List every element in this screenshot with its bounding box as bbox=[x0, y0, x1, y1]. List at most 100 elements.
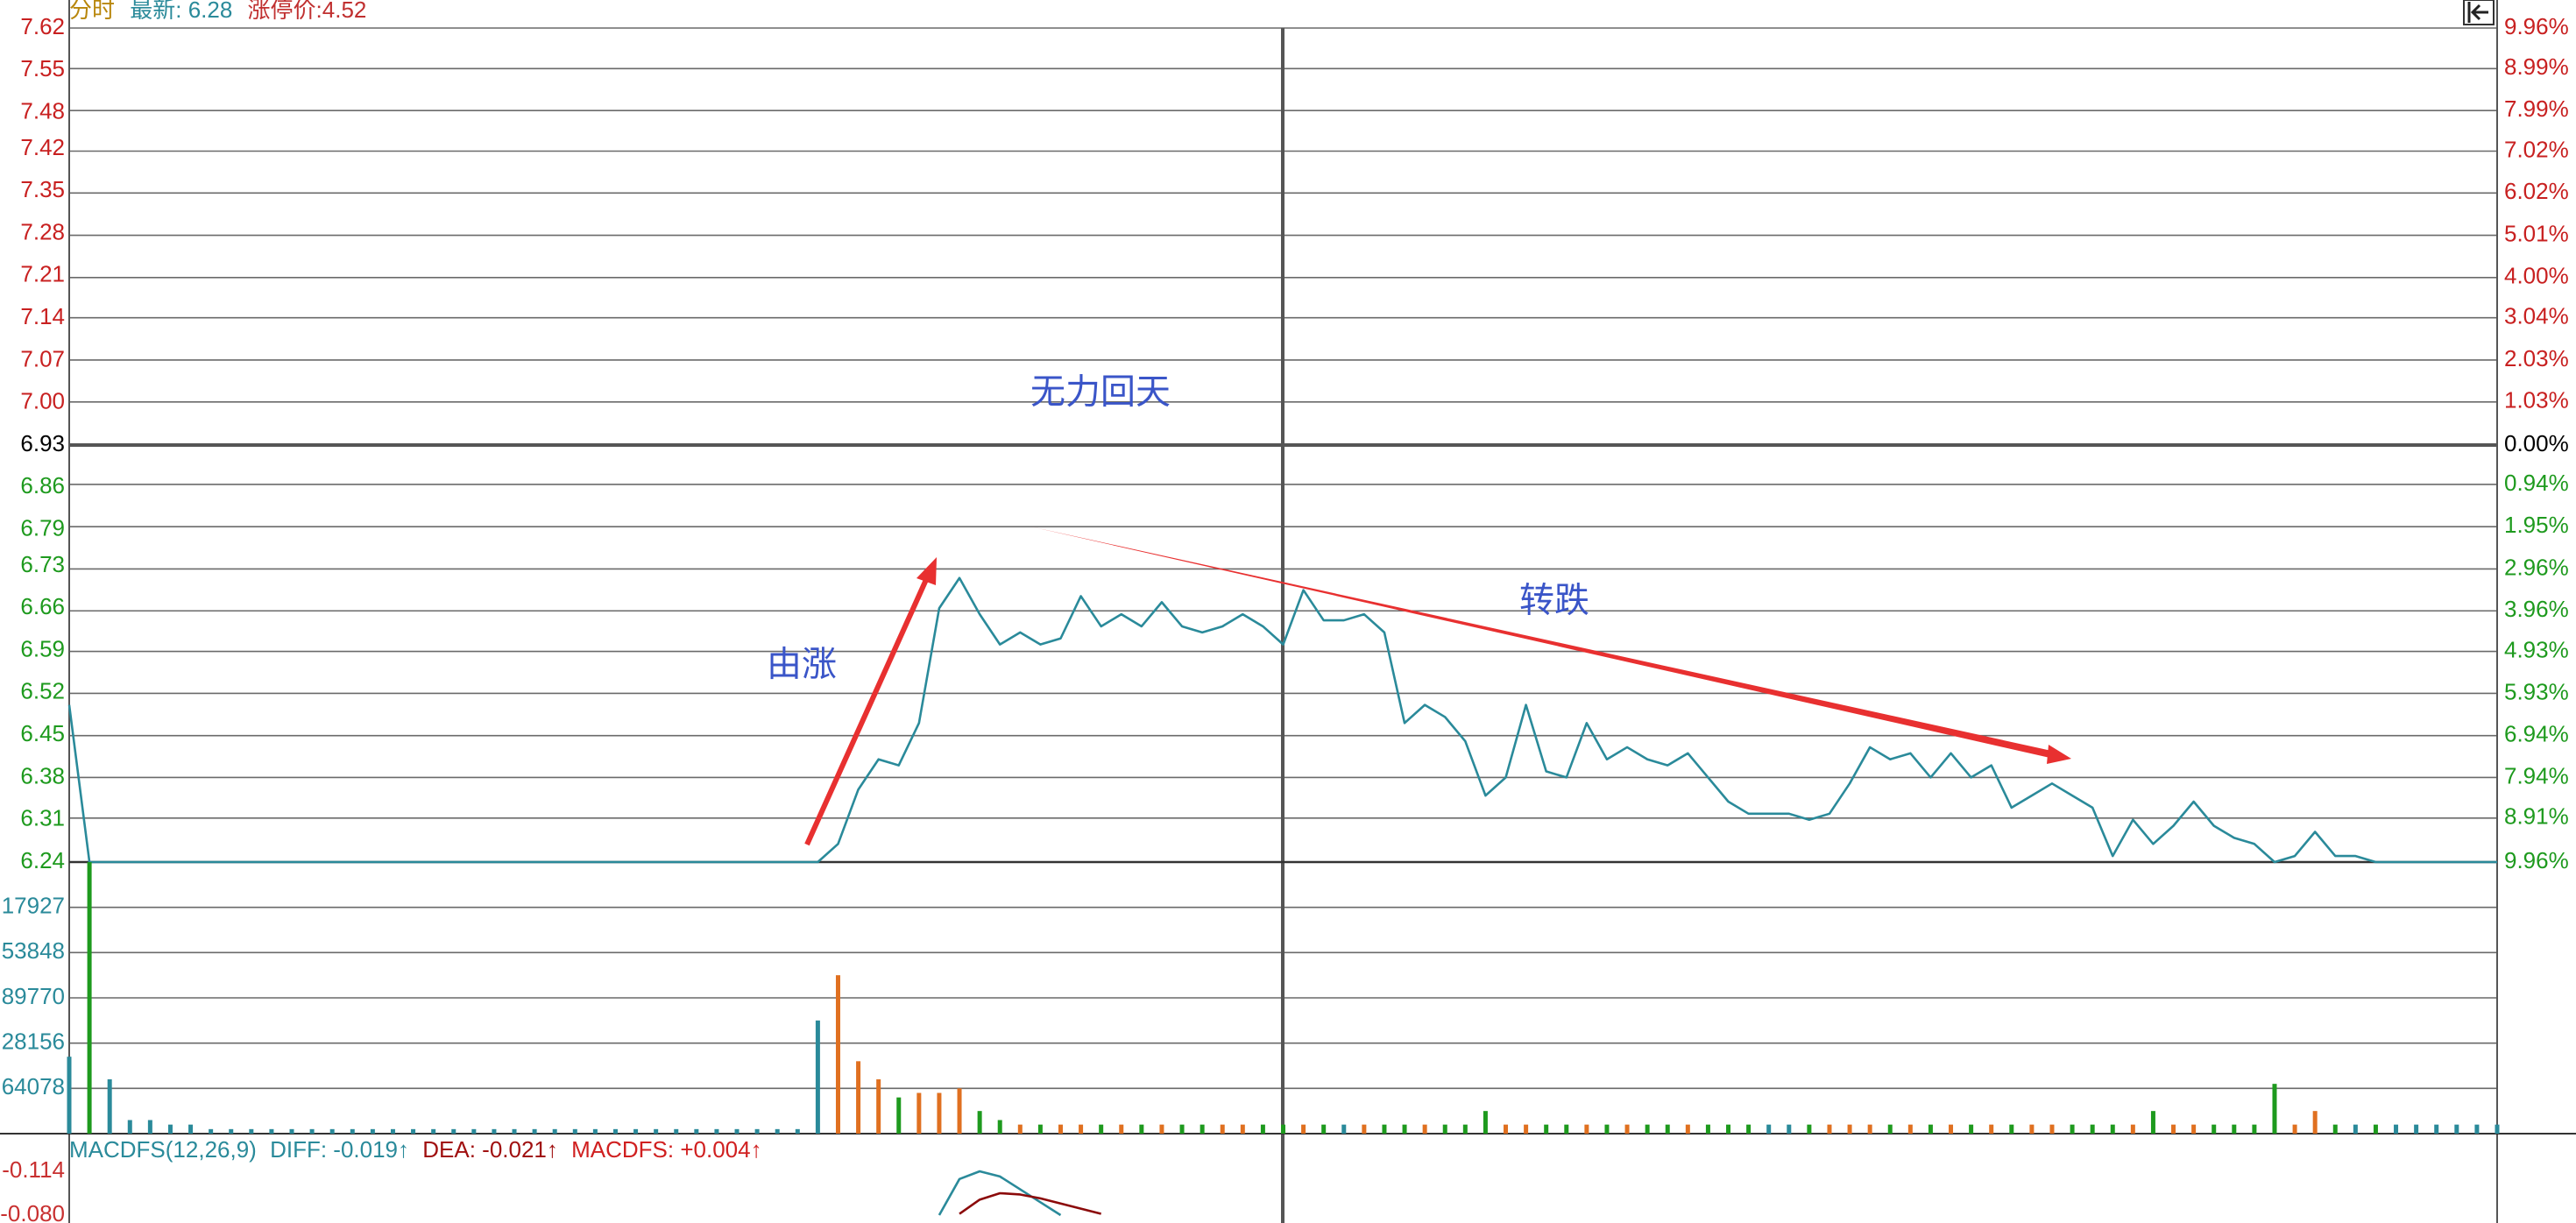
volume-bar bbox=[2312, 1111, 2318, 1134]
fall-arrow bbox=[1030, 527, 2056, 759]
header: 分时 最新: 6.28 涨停价:4.52 bbox=[69, 0, 366, 23]
y-tick-label: 7.14 bbox=[20, 303, 65, 329]
volume-bar bbox=[937, 1092, 942, 1134]
volume-bar bbox=[1949, 1124, 1954, 1134]
volume-bar bbox=[1058, 1124, 1063, 1134]
y-tick-label: 53848 bbox=[2, 937, 65, 964]
volume-bar bbox=[2454, 1124, 2459, 1134]
button-icon[interactable] bbox=[2467, 2, 2488, 23]
volume-bar bbox=[2150, 1111, 2155, 1134]
y2-tick-label: 3.04% bbox=[2504, 303, 2569, 329]
y2-tick-label: 7.02% bbox=[2504, 136, 2569, 162]
annotation: 转跌 bbox=[1519, 582, 1589, 620]
volume-bar bbox=[1462, 1124, 1468, 1134]
volume-bar bbox=[2353, 1124, 2358, 1134]
volume-bar bbox=[411, 1128, 416, 1134]
volume-bar bbox=[997, 1120, 1002, 1134]
volume-bar bbox=[1240, 1124, 1245, 1134]
volume-bar bbox=[1321, 1124, 1327, 1134]
annotation: 无力回天 bbox=[1030, 373, 1171, 412]
y2-tick-label: 3.96% bbox=[2504, 596, 2569, 622]
y-tick-label: 6.45 bbox=[20, 720, 65, 746]
y-tick-label: 6.66 bbox=[20, 593, 65, 619]
y2-tick-label: 7.94% bbox=[2504, 762, 2569, 788]
volume-bar bbox=[512, 1128, 517, 1134]
volume-bar bbox=[1079, 1124, 1084, 1134]
volume-bar bbox=[147, 1120, 152, 1134]
macd-title: MACDFS(12,26,9) bbox=[69, 1136, 257, 1163]
volume-bar bbox=[67, 1057, 72, 1134]
volume-bar bbox=[2090, 1124, 2095, 1134]
rise-arrow bbox=[804, 572, 931, 846]
y2-tick-label: 4.93% bbox=[2504, 636, 2569, 662]
line bbox=[938, 1170, 1062, 1217]
collapse-button[interactable] bbox=[2463, 0, 2495, 25]
volume-bar bbox=[1179, 1124, 1185, 1134]
volume-bar bbox=[2252, 1124, 2257, 1134]
volume-bar bbox=[1705, 1124, 1710, 1134]
y-tick-label: 6.79 bbox=[20, 514, 65, 541]
volume-bar bbox=[229, 1128, 234, 1134]
volume-bar bbox=[1726, 1124, 1731, 1134]
annotation: 由涨 bbox=[767, 646, 837, 684]
y-tick-label: 17927 bbox=[2, 893, 65, 919]
y-tick-label: 6.59 bbox=[20, 635, 65, 661]
volume-bar bbox=[1544, 1124, 1549, 1134]
volume-bar bbox=[1564, 1124, 1569, 1134]
volume-bar bbox=[2495, 1124, 2500, 1134]
y-tick-label: 6.24 bbox=[20, 847, 65, 873]
macd-layer bbox=[938, 1170, 1101, 1217]
volume-bar bbox=[370, 1128, 375, 1134]
volume-bar bbox=[2049, 1124, 2055, 1134]
y-tick-label: 7.35 bbox=[20, 176, 65, 202]
volume-bar bbox=[775, 1128, 780, 1134]
volume-bar bbox=[2292, 1124, 2297, 1134]
volume-bar bbox=[977, 1111, 982, 1134]
volume-bar bbox=[1301, 1124, 1306, 1134]
volume-bar bbox=[1524, 1124, 1529, 1134]
volume-bar bbox=[492, 1128, 497, 1134]
y-tick-label: -0.080 bbox=[0, 1200, 65, 1223]
y2-tick-label: 9.96% bbox=[2504, 847, 2569, 873]
volume-bar bbox=[1604, 1124, 1610, 1134]
volume-bar bbox=[127, 1120, 132, 1134]
mode-label: 分时 bbox=[69, 0, 115, 23]
volume-bar bbox=[1017, 1124, 1023, 1134]
volume-bar bbox=[2029, 1124, 2035, 1134]
volume-bar bbox=[2232, 1124, 2237, 1134]
y-tick-label: 7.55 bbox=[20, 55, 65, 81]
volume-bar bbox=[1645, 1124, 1650, 1134]
volume-bar bbox=[1907, 1124, 1913, 1134]
volume-bar bbox=[2474, 1124, 2480, 1134]
volume-bar bbox=[957, 1088, 962, 1134]
volume-bar bbox=[329, 1128, 335, 1134]
volume-bar bbox=[1969, 1124, 1974, 1134]
volume-bar bbox=[188, 1124, 194, 1134]
y-tick-label: 6.31 bbox=[20, 805, 65, 831]
y-tick-label: 6.93 bbox=[20, 430, 65, 456]
volume-bar bbox=[1442, 1124, 1447, 1134]
volume-bar bbox=[1787, 1124, 1792, 1134]
y-tick-label: 7.42 bbox=[20, 134, 65, 160]
volume-bar bbox=[1159, 1124, 1164, 1134]
volume-bar bbox=[795, 1128, 800, 1134]
volume-bar bbox=[1220, 1124, 1225, 1134]
mark-layer bbox=[67, 576, 2500, 1134]
volume-bar bbox=[856, 1061, 861, 1134]
volume-bar bbox=[1766, 1124, 1772, 1134]
volume-bar bbox=[674, 1128, 679, 1134]
volume-bar bbox=[2373, 1124, 2378, 1134]
volume-bar bbox=[1119, 1124, 1124, 1134]
volume-bar bbox=[2171, 1124, 2176, 1134]
volume-bar bbox=[592, 1128, 598, 1134]
y-tick-label: 7.07 bbox=[20, 345, 65, 371]
volume-bar bbox=[916, 1092, 922, 1134]
volume-bar bbox=[815, 1020, 820, 1134]
y2-tick-label: 8.91% bbox=[2504, 803, 2569, 830]
y-tick-label: -0.114 bbox=[2, 1156, 65, 1183]
volume-bar bbox=[87, 862, 92, 1134]
y2-tick-label: 0.00% bbox=[2504, 430, 2569, 456]
y2-tick-label: 1.95% bbox=[2504, 512, 2569, 538]
legend-entry: DIFF: -0.019↑ bbox=[270, 1136, 409, 1163]
volume-bar bbox=[714, 1128, 719, 1134]
